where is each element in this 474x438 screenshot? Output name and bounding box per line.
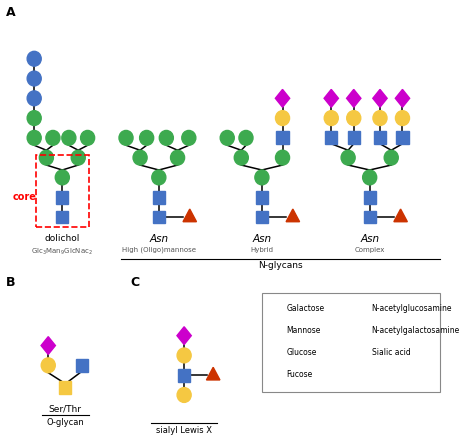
Circle shape (384, 150, 398, 165)
Circle shape (255, 170, 269, 185)
Circle shape (39, 150, 54, 165)
Text: N-acetylgalactosamine: N-acetylgalactosamine (372, 326, 460, 335)
Text: sialyl Lewis X: sialyl Lewis X (156, 426, 212, 434)
FancyBboxPatch shape (153, 211, 165, 223)
FancyBboxPatch shape (325, 131, 337, 144)
Text: Sialic acid: Sialic acid (372, 348, 410, 357)
FancyBboxPatch shape (56, 191, 68, 204)
FancyBboxPatch shape (56, 211, 68, 223)
Circle shape (275, 150, 290, 165)
Polygon shape (395, 89, 410, 107)
Polygon shape (346, 89, 361, 107)
Polygon shape (373, 89, 387, 107)
Circle shape (27, 131, 41, 145)
FancyBboxPatch shape (356, 326, 365, 336)
FancyBboxPatch shape (76, 359, 88, 372)
Polygon shape (394, 209, 407, 222)
Circle shape (27, 71, 41, 86)
Circle shape (220, 131, 234, 145)
Circle shape (177, 388, 191, 403)
FancyBboxPatch shape (256, 211, 268, 223)
Text: Complex: Complex (355, 247, 385, 253)
FancyBboxPatch shape (396, 131, 409, 144)
FancyBboxPatch shape (374, 131, 386, 144)
Text: Asn: Asn (252, 234, 272, 244)
Text: Asn: Asn (360, 234, 379, 244)
Circle shape (27, 51, 41, 66)
Polygon shape (286, 209, 300, 222)
Circle shape (234, 150, 248, 165)
Circle shape (341, 150, 355, 165)
Text: Glc$_3$Man$_9$GlcNac$_2$: Glc$_3$Man$_9$GlcNac$_2$ (31, 247, 93, 257)
Polygon shape (275, 89, 290, 107)
FancyBboxPatch shape (262, 293, 440, 392)
Circle shape (71, 150, 85, 165)
FancyBboxPatch shape (356, 304, 365, 314)
Text: N-acetylglucosamine: N-acetylglucosamine (372, 304, 452, 314)
Text: High (Oligo)mannose: High (Oligo)mannose (122, 247, 196, 253)
Circle shape (363, 170, 377, 185)
Circle shape (46, 131, 60, 145)
Circle shape (27, 111, 41, 126)
FancyBboxPatch shape (256, 191, 268, 204)
Circle shape (395, 111, 410, 126)
Text: Mannose: Mannose (286, 326, 320, 335)
Circle shape (324, 111, 338, 126)
Circle shape (269, 303, 281, 315)
Circle shape (55, 170, 69, 185)
Polygon shape (207, 367, 220, 380)
Circle shape (239, 131, 253, 145)
FancyBboxPatch shape (178, 369, 190, 381)
Polygon shape (269, 367, 281, 378)
Text: C: C (131, 276, 140, 290)
Polygon shape (41, 337, 55, 354)
FancyBboxPatch shape (276, 131, 289, 144)
Circle shape (159, 131, 173, 145)
FancyBboxPatch shape (59, 381, 71, 393)
Text: Glucose: Glucose (286, 348, 317, 357)
Circle shape (177, 348, 191, 363)
FancyBboxPatch shape (364, 191, 376, 204)
Circle shape (269, 325, 281, 337)
Circle shape (62, 131, 76, 145)
Text: Asn: Asn (149, 234, 168, 244)
Circle shape (81, 131, 95, 145)
Polygon shape (355, 346, 366, 360)
Circle shape (133, 150, 147, 165)
Circle shape (346, 111, 361, 126)
Circle shape (27, 91, 41, 106)
Circle shape (269, 346, 281, 358)
Circle shape (275, 111, 290, 126)
Circle shape (119, 131, 133, 145)
Text: dolichol: dolichol (45, 234, 80, 243)
Text: core: core (13, 192, 36, 202)
Text: Fucose: Fucose (286, 370, 312, 379)
FancyBboxPatch shape (153, 191, 165, 204)
Text: Ser/Thr: Ser/Thr (49, 405, 82, 414)
Circle shape (171, 150, 184, 165)
FancyBboxPatch shape (364, 211, 376, 223)
Text: O-glycan: O-glycan (46, 418, 84, 427)
Text: Hybrid: Hybrid (250, 247, 273, 253)
Circle shape (182, 131, 196, 145)
Polygon shape (177, 327, 191, 345)
FancyBboxPatch shape (347, 131, 360, 144)
Circle shape (41, 358, 55, 373)
Polygon shape (324, 89, 338, 107)
Circle shape (152, 170, 166, 185)
Text: N-glycans: N-glycans (258, 261, 303, 271)
Text: Galactose: Galactose (286, 304, 324, 314)
Text: A: A (6, 6, 16, 19)
Polygon shape (183, 209, 197, 222)
Text: B: B (6, 276, 16, 290)
Circle shape (140, 131, 154, 145)
Circle shape (373, 111, 387, 126)
